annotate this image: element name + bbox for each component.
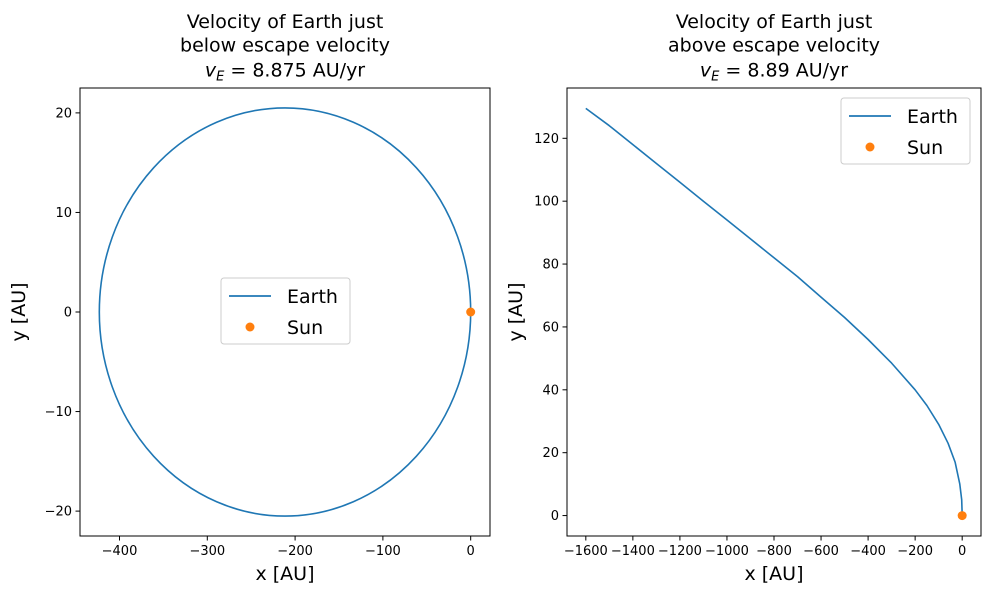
chart-title-line: Velocity of Earth just (187, 11, 384, 33)
chart-title-line: above escape velocity (668, 35, 880, 57)
chart-title-line: below escape velocity (180, 35, 390, 57)
y-axis-label: y [AU] (505, 282, 527, 341)
x-tick-label: −1200 (658, 544, 702, 559)
legend: Earth Sun (840, 97, 971, 165)
plot-area (98, 107, 476, 517)
x-tick-label: 0 (467, 544, 475, 559)
x-axis-label: x [AU] (744, 563, 803, 585)
plot-area (585, 107, 967, 521)
y-tick-label: 60 (542, 320, 559, 335)
y-tick-label: 0 (551, 509, 559, 524)
legend-marker-sun (865, 142, 875, 152)
y-tick-label: 80 (542, 258, 559, 273)
y-tick-label: −10 (45, 405, 72, 420)
sun-point (957, 511, 967, 521)
x-tick-label: −1400 (611, 544, 655, 559)
x-tick-label: −600 (803, 544, 839, 559)
title-var: v (205, 60, 217, 82)
x-tick-label: −1600 (564, 544, 608, 559)
y-tick-label: −20 (45, 505, 72, 520)
legend: Earth Sun (220, 277, 351, 345)
y-tick-label: 10 (55, 206, 72, 221)
y-tick-label: 0 (64, 306, 72, 321)
title-rest: = 8.89 AU/yr (719, 60, 848, 82)
legend-label: Sun (287, 317, 323, 339)
x-axis-label: x [AU] (255, 563, 314, 585)
x-tick-label: −200 (897, 544, 933, 559)
legend-label: Earth (907, 106, 958, 128)
title-rest: = 8.875 AU/yr (224, 60, 365, 82)
chart-title-velocity: vE = 8.89 AU/yr (700, 60, 848, 85)
x-tick-label: −300 (189, 544, 225, 559)
legend-label: Earth (287, 286, 338, 308)
title-var: v (700, 60, 712, 82)
sun-point (466, 307, 476, 317)
title-sub: E (711, 70, 720, 85)
y-tick-label: 100 (534, 195, 559, 210)
x-tick-label: −200 (277, 544, 313, 559)
y-axis-label: y [AU] (8, 282, 30, 341)
earth-trajectory-line (585, 107, 963, 516)
y-tick-label: 20 (55, 106, 72, 121)
legend-marker-sun (245, 322, 255, 332)
title-sub: E (216, 70, 225, 85)
y-tick-label: 120 (534, 132, 559, 147)
x-tick-label: −800 (756, 544, 792, 559)
y-tick-label: 40 (542, 383, 559, 398)
y-tick-label: 20 (542, 446, 559, 461)
x-tick-label: −400 (102, 544, 138, 559)
chart-title-line: Velocity of Earth just (676, 11, 873, 33)
legend-label: Sun (907, 137, 943, 159)
x-tick-label: −100 (365, 544, 401, 559)
x-tick-label: 0 (958, 544, 966, 559)
chart-title-velocity: vE = 8.875 AU/yr (205, 60, 365, 85)
x-tick-label: −1000 (705, 544, 749, 559)
x-tick-label: −400 (850, 544, 886, 559)
